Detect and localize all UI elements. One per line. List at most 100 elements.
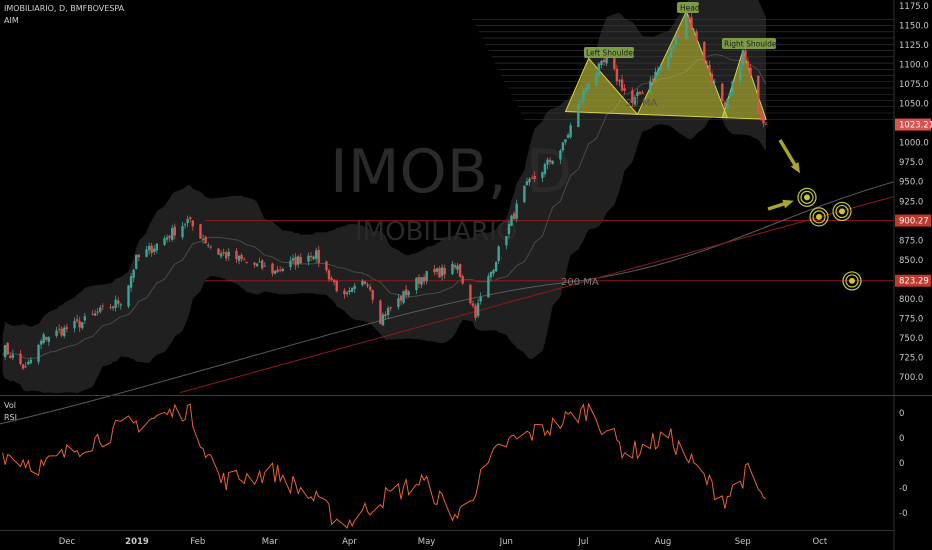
candle[interactable] [757, 75, 760, 115]
candle[interactable] [631, 87, 634, 108]
candle[interactable] [461, 274, 464, 286]
candle[interactable] [219, 250, 223, 259]
time-axis[interactable]: Dec 2019 Feb Mar Apr May Jun Jul Aug Sep Oct [59, 537, 828, 547]
candle[interactable] [127, 284, 130, 309]
candle[interactable] [312, 255, 315, 261]
candle[interactable] [81, 321, 84, 330]
candle[interactable] [399, 294, 403, 306]
candle[interactable] [83, 312, 87, 324]
candle[interactable] [153, 245, 156, 255]
candle[interactable] [168, 234, 171, 243]
candle[interactable] [281, 267, 284, 273]
candle[interactable] [512, 211, 516, 221]
candle[interactable] [389, 306, 392, 312]
candle[interactable] [327, 268, 331, 282]
candle[interactable] [420, 277, 423, 289]
candle[interactable] [487, 273, 490, 298]
candle[interactable] [667, 55, 670, 70]
candle[interactable] [417, 274, 421, 289]
candle[interactable] [469, 284, 472, 305]
candle[interactable] [425, 270, 428, 285]
candle[interactable] [6, 342, 9, 356]
candle[interactable] [674, 35, 678, 47]
candle[interactable] [615, 64, 619, 86]
candle[interactable] [299, 253, 302, 264]
candle[interactable] [289, 256, 292, 271]
candle[interactable] [489, 271, 493, 282]
ascending-trendline[interactable] [179, 196, 895, 394]
candle[interactable] [422, 274, 426, 286]
candle[interactable] [73, 317, 76, 333]
candle[interactable] [438, 266, 441, 278]
candle[interactable] [577, 100, 580, 128]
candle[interactable] [746, 57, 750, 72]
candle[interactable] [713, 78, 716, 87]
candle[interactable] [435, 267, 439, 275]
candle[interactable] [476, 298, 480, 319]
candle[interactable] [669, 45, 673, 58]
candle[interactable] [749, 63, 752, 80]
candle[interactable] [474, 303, 477, 321]
candle[interactable] [582, 87, 585, 106]
candle[interactable] [345, 291, 349, 297]
candle[interactable] [24, 361, 27, 368]
candle[interactable] [492, 268, 495, 277]
candle[interactable] [597, 62, 601, 79]
candle[interactable] [528, 176, 531, 186]
candle[interactable] [63, 325, 66, 339]
candle[interactable] [546, 157, 549, 170]
candle[interactable] [659, 65, 662, 71]
candle[interactable] [759, 107, 763, 121]
candle[interactable] [260, 258, 264, 271]
candle[interactable] [325, 260, 328, 273]
candle[interactable] [584, 84, 588, 95]
candle[interactable] [245, 261, 248, 264]
candle[interactable] [458, 263, 462, 279]
candle[interactable] [710, 70, 714, 86]
candle[interactable] [253, 261, 256, 268]
candle[interactable] [263, 262, 266, 267]
candle[interactable] [415, 277, 418, 294]
candle[interactable] [479, 292, 482, 305]
candle[interactable] [242, 257, 246, 261]
candle[interactable] [525, 177, 529, 186]
candle[interactable] [564, 139, 567, 145]
candle[interactable] [222, 248, 225, 256]
candle[interactable] [3, 345, 7, 360]
candle[interactable] [109, 304, 112, 310]
candle[interactable] [353, 282, 356, 294]
candle[interactable] [451, 260, 454, 276]
candle[interactable] [764, 121, 768, 125]
candle[interactable] [227, 248, 230, 261]
candle[interactable] [559, 148, 562, 165]
candle[interactable] [543, 162, 547, 178]
candle[interactable] [91, 310, 94, 316]
candle[interactable] [579, 98, 583, 107]
candle[interactable] [368, 283, 372, 292]
candle[interactable] [371, 289, 374, 304]
candle[interactable] [294, 253, 297, 270]
candle[interactable] [309, 252, 313, 262]
candle[interactable] [117, 297, 120, 308]
candle[interactable] [332, 278, 336, 286]
candle[interactable] [654, 67, 657, 84]
candle[interactable] [119, 302, 123, 310]
candle[interactable] [363, 280, 367, 285]
candle[interactable] [135, 254, 138, 270]
candle[interactable] [744, 48, 747, 62]
candle[interactable] [692, 28, 696, 35]
candle[interactable] [440, 264, 444, 281]
candle[interactable] [317, 245, 320, 267]
candle[interactable] [204, 235, 207, 244]
candle[interactable] [600, 59, 603, 69]
candle[interactable] [402, 290, 405, 305]
candle[interactable] [271, 262, 274, 277]
candle[interactable] [703, 41, 706, 62]
candle[interactable] [649, 76, 652, 94]
candle[interactable] [29, 356, 33, 365]
candle[interactable] [237, 255, 241, 265]
candle[interactable] [366, 282, 369, 288]
candle[interactable] [494, 260, 498, 272]
candle[interactable] [533, 171, 536, 182]
candle[interactable] [672, 44, 675, 53]
